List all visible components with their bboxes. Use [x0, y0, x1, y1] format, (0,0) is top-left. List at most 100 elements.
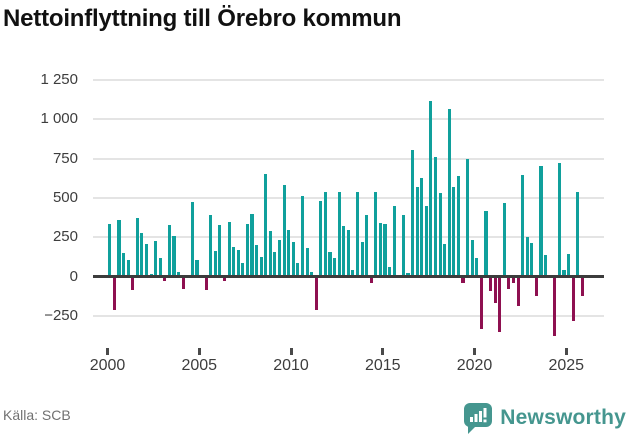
chart-title: Nettoinflyttning till Örebro kommun [3, 5, 402, 32]
bar-positive [447, 109, 451, 277]
bar-positive [300, 195, 305, 277]
bar-positive [213, 251, 217, 277]
bar-negative [498, 276, 502, 332]
bar-positive [342, 226, 346, 277]
bar-positive [433, 157, 438, 277]
bar-positive [562, 270, 566, 277]
bar-positive [452, 186, 456, 277]
bar-positive [388, 267, 392, 277]
bar-positive [209, 215, 213, 277]
bar-positive [310, 271, 314, 277]
bar-negative [222, 276, 227, 282]
bar-positive [521, 175, 525, 277]
bar-negative [163, 276, 167, 282]
newsworthy-logo[interactable]: Newsworthy [463, 400, 626, 436]
bar-positive [576, 192, 580, 277]
bar-negative [461, 276, 465, 283]
bar-positive [282, 185, 286, 277]
bar-negative [507, 276, 511, 290]
y-axis-label: 1 250 [40, 71, 78, 88]
bar-positive [259, 256, 263, 277]
bar-negative [511, 276, 516, 283]
gridline [93, 118, 604, 121]
gridline [93, 314, 604, 317]
x-axis-tick [106, 348, 109, 355]
bar-positive [443, 243, 447, 277]
bar-negative [580, 276, 584, 297]
bar-positive [429, 101, 433, 277]
bar-positive [177, 271, 181, 277]
y-axis-label: 0 [69, 267, 78, 285]
bar-positive [544, 255, 548, 277]
x-axis-label: 2010 [273, 357, 309, 374]
y-axis-label: 750 [52, 149, 78, 167]
y-axis-label: −250 [44, 306, 78, 324]
y-axis-label: 500 [52, 188, 78, 206]
bar-positive [273, 252, 277, 277]
x-axis-tick [197, 348, 201, 355]
bar-positive [158, 257, 162, 277]
bar-positive [355, 192, 360, 277]
bar-positive [236, 249, 240, 277]
bar-positive [415, 186, 419, 277]
bar-negative [571, 276, 575, 322]
x-axis-tick [381, 348, 385, 355]
bar-positive [167, 225, 171, 277]
bar-positive [287, 230, 291, 277]
bar-positive [337, 192, 341, 277]
bar-positive [117, 219, 121, 277]
gridline [93, 79, 604, 81]
x-axis-label: 2015 [364, 357, 401, 374]
bar-positive [525, 237, 529, 277]
bar-positive [190, 201, 194, 277]
bar-positive [351, 270, 355, 277]
bar-positive [122, 252, 126, 277]
bar-negative [516, 276, 520, 307]
bar-positive [466, 159, 470, 277]
bar-positive [232, 246, 236, 277]
bar-positive [438, 193, 442, 277]
source-caption: Källa: SCB [3, 407, 71, 423]
newsworthy-bubble-chart-icon [463, 401, 493, 435]
bar-negative [112, 276, 116, 310]
bar-positive [126, 260, 130, 277]
x-axis-label: 2020 [456, 357, 493, 374]
bar-positive [530, 242, 534, 277]
bar-positive [296, 263, 300, 277]
bar-negative [314, 276, 318, 310]
bar-positive [333, 258, 337, 277]
bar-positive [406, 272, 410, 277]
bar-positive [484, 210, 488, 277]
bar-positive [135, 218, 139, 277]
y-axis-label: 1 000 [40, 110, 78, 128]
bar-positive [401, 215, 405, 277]
bar-negative [369, 276, 373, 283]
bar-positive [218, 224, 222, 277]
zero-axis-line [93, 275, 604, 278]
bar-positive [172, 236, 176, 277]
bar-negative [479, 276, 483, 330]
bar-positive [144, 243, 149, 277]
bar-positive [154, 241, 158, 277]
bar-positive [328, 252, 332, 277]
y-axis-label: 250 [52, 228, 78, 246]
bar-positive [456, 175, 461, 277]
gridline [93, 196, 604, 199]
bar-positive [255, 245, 259, 277]
bar-negative [204, 276, 208, 290]
bar-positive [420, 178, 424, 277]
bar-negative [493, 276, 497, 304]
bar-positive [319, 201, 323, 277]
bar-positive [250, 213, 254, 277]
bar-positive [195, 260, 199, 277]
bar-positive [475, 258, 479, 277]
bar-positive [539, 165, 543, 277]
bar-positive [323, 191, 327, 277]
bar-negative [131, 276, 135, 290]
x-axis-label: 2000 [89, 357, 126, 374]
bar-positive [108, 223, 112, 277]
bar-positive [365, 215, 369, 277]
bar-negative [553, 276, 557, 337]
bar-positive [268, 230, 272, 277]
